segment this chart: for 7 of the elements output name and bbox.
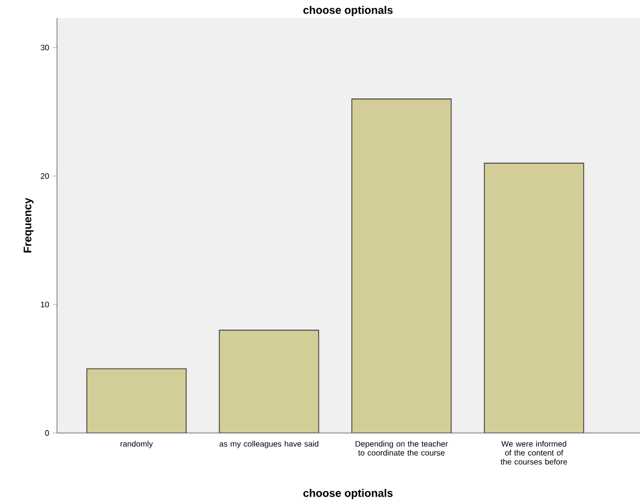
- bar: [351, 98, 452, 433]
- x-axis-title: choose optionals: [303, 488, 393, 500]
- bar: [218, 330, 320, 433]
- chart-title: choose optionals: [303, 6, 393, 16]
- bar: [86, 368, 187, 433]
- y-axis-title: Frequency: [24, 198, 34, 252]
- bar: [484, 162, 584, 433]
